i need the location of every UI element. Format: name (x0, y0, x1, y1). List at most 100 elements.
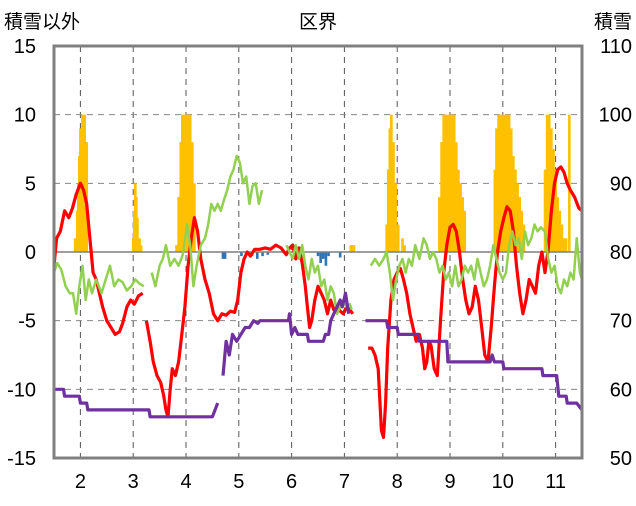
orange-bar (352, 245, 356, 252)
blue-bar (324, 252, 328, 266)
orange-bar (520, 210, 524, 252)
x-tick-label: 8 (392, 471, 403, 493)
orange-bar (390, 114, 393, 253)
left-tick-label: -10 (7, 379, 36, 401)
orange-bar (516, 183, 519, 252)
orange-bar (497, 114, 500, 253)
orange-bar (175, 245, 178, 252)
x-tick-labels: 2 3 4 5 6 7 8 9 10 11 (75, 471, 566, 493)
orange-bar (493, 169, 497, 252)
left-tick-label: -15 (7, 448, 36, 470)
orange-bar (394, 183, 397, 252)
blue-bar (240, 252, 243, 257)
orange-bar (558, 210, 562, 252)
right-tick-label: 70 (610, 311, 632, 333)
orange-bar (139, 245, 143, 252)
orange-bar (401, 238, 404, 252)
orange-bar (461, 197, 464, 252)
left-tick-label: 15 (14, 36, 36, 58)
orange-bar (448, 114, 452, 253)
orange-bar (452, 114, 456, 253)
orange-bar (562, 238, 566, 252)
orange-bar (385, 224, 388, 252)
orange-bar (503, 114, 507, 253)
orange-bar (392, 142, 395, 252)
orange-bar (564, 238, 568, 252)
orange-bars (73, 114, 571, 253)
orange-bar (396, 224, 400, 252)
orange-bar (554, 169, 557, 252)
orange-bar (188, 114, 192, 253)
blue-bar (261, 252, 264, 257)
orange-bar (73, 238, 77, 252)
red-series-line (368, 165, 584, 439)
purple-series-line (365, 319, 584, 411)
right-tick-label: 110 (600, 36, 632, 58)
orange-bar (136, 217, 139, 252)
orange-bar (495, 128, 498, 252)
orange-bar (501, 114, 505, 253)
orange-bar (457, 169, 460, 252)
orange-bar (556, 197, 560, 252)
orange-bar (81, 114, 84, 253)
x-tick-label: 9 (444, 471, 455, 493)
orange-bar (543, 169, 547, 252)
orange-bar (181, 114, 184, 253)
blue-bar (266, 252, 270, 255)
left-tick-labels: -15 -10 -5 0 5 10 15 (7, 36, 36, 470)
red-series-line (52, 181, 144, 336)
blue-bar (327, 252, 330, 257)
orange-bar (186, 114, 190, 253)
orange-bar (514, 169, 517, 252)
x-tick-label: 3 (128, 471, 139, 493)
orange-bar (547, 114, 551, 253)
x-tick-label: 10 (492, 471, 514, 493)
series-lines (52, 154, 584, 439)
orange-bar (507, 114, 511, 253)
red-series-line (144, 216, 355, 419)
orange-bar (79, 128, 82, 252)
orange-bar (444, 114, 448, 253)
orange-bar (442, 114, 445, 253)
orange-bar (560, 224, 564, 252)
left-tick-label: 0 (25, 242, 36, 264)
orange-bar (518, 197, 521, 252)
right-tick-label: 80 (610, 242, 632, 264)
orange-bar (499, 114, 502, 253)
left-tick-label: -5 (18, 311, 36, 333)
blue-bar (338, 252, 342, 258)
orange-bar (182, 114, 186, 253)
orange-bar (438, 197, 441, 252)
orange-bar (568, 114, 571, 253)
left-tick-label: 10 (14, 105, 36, 127)
orange-bar (351, 245, 354, 252)
x-tick-label: 5 (233, 471, 244, 493)
orange-bar (138, 238, 141, 252)
green-series-line (150, 154, 264, 288)
orange-bar (509, 128, 513, 252)
left-axis-title: 積雪以外 (4, 11, 80, 33)
x-tick-label: 6 (286, 471, 297, 493)
blue-bar (223, 252, 227, 259)
orange-bar (455, 142, 458, 252)
right-tick-label: 60 (610, 379, 632, 401)
blue-bar (221, 252, 225, 259)
orange-bar (179, 142, 183, 252)
chart-title: 区界 (299, 12, 337, 33)
orange-bar (184, 114, 188, 253)
orange-bar (550, 128, 553, 252)
orange-bar (512, 155, 515, 252)
right-tick-label: 50 (610, 448, 632, 470)
x-tick-label: 7 (339, 471, 350, 493)
blue-bars (221, 252, 342, 266)
orange-bar (83, 114, 86, 253)
right-tick-label: 90 (610, 173, 632, 195)
right-tick-labels: 50 60 70 80 90 100 110 (599, 36, 632, 470)
right-tick-label: 100 (599, 105, 632, 127)
orange-bar (403, 245, 406, 252)
orange-bar (349, 245, 353, 252)
orange-bar (191, 142, 194, 252)
left-tick-label: 5 (25, 173, 36, 195)
orange-bar (446, 114, 450, 253)
orange-bar (450, 114, 454, 253)
